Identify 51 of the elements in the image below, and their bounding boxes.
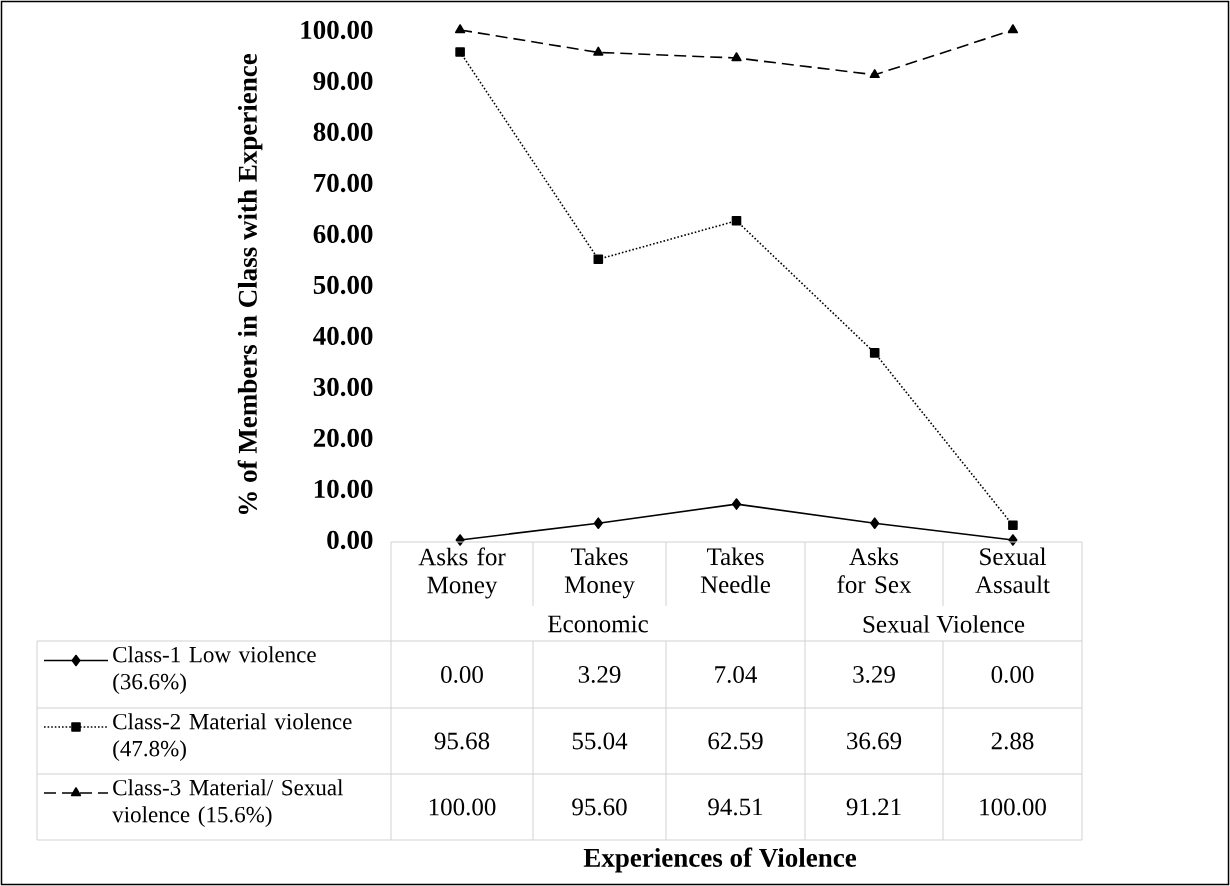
- data-label: 100.00: [980, 798, 1046, 816]
- point: [593, 46, 604, 56]
- y-tick-label: 40.00: [313, 326, 373, 346]
- text: Sexual Violence: [863, 615, 1025, 633]
- data-label: 3.29: [853, 666, 895, 683]
- legend-label: Class-2 Material violence (47.8%): [113, 713, 352, 762]
- point: [731, 215, 742, 226]
- y-tick-label: 60.00: [313, 224, 373, 244]
- y-tick-label: 80.00: [313, 122, 373, 142]
- point: [455, 47, 465, 57]
- point: [869, 69, 880, 79]
- data-label: 95.68: [434, 732, 490, 750]
- y-tick-label: 0.00: [327, 530, 373, 550]
- point: [1007, 24, 1019, 34]
- data-label: 100.00: [429, 798, 496, 816]
- text: Experiences of Violence: [583, 847, 857, 873]
- x-tick-label: Sexual Assault: [975, 547, 1050, 594]
- y-tick-label: 30.00: [313, 377, 373, 397]
- x-tick-label: Asks for Money: [418, 547, 506, 599]
- point: [1008, 520, 1018, 531]
- y-tick-label: 70.00: [314, 173, 373, 193]
- data-label: 91.21: [846, 798, 901, 816]
- data-label: 0.00: [441, 666, 483, 683]
- point: [869, 348, 880, 358]
- point: [593, 254, 604, 265]
- x-tick-label: Takes Needle: [700, 547, 771, 594]
- point: [870, 517, 880, 530]
- data-label: 0.00: [991, 666, 1034, 683]
- point: [731, 498, 742, 510]
- data-label: 2.88: [991, 732, 1034, 750]
- y-tick-label: 50.00: [313, 275, 373, 295]
- y-tick-label: 10.00: [314, 479, 373, 499]
- y-axis-title: % of Members in Class with Experience: [237, 53, 263, 514]
- data-label: 95.60: [572, 798, 627, 816]
- data-label: 36.69: [847, 732, 902, 750]
- point: [454, 24, 466, 34]
- point: [593, 517, 603, 530]
- x-tick-label: Asks for Sex: [837, 547, 912, 594]
- legend-label: Class-1 Low violence (36.6%): [113, 646, 316, 695]
- data-label: 55.04: [572, 732, 628, 750]
- x-tick-label: Takes Money: [564, 547, 635, 599]
- text: Economic: [548, 615, 648, 633]
- point: [731, 52, 742, 62]
- y-tick-label: 20.00: [313, 428, 373, 448]
- data-label: 94.51: [708, 798, 763, 816]
- data-label: 3.29: [578, 666, 621, 683]
- legend-label: Class-3 Material/ Sexual violence (15.6%): [112, 779, 343, 828]
- data-label: 7.04: [715, 666, 757, 683]
- data-label: 62.59: [708, 732, 763, 750]
- y-tick-label: 90.00: [313, 71, 373, 91]
- y-tick-label: 100.00: [301, 20, 373, 40]
